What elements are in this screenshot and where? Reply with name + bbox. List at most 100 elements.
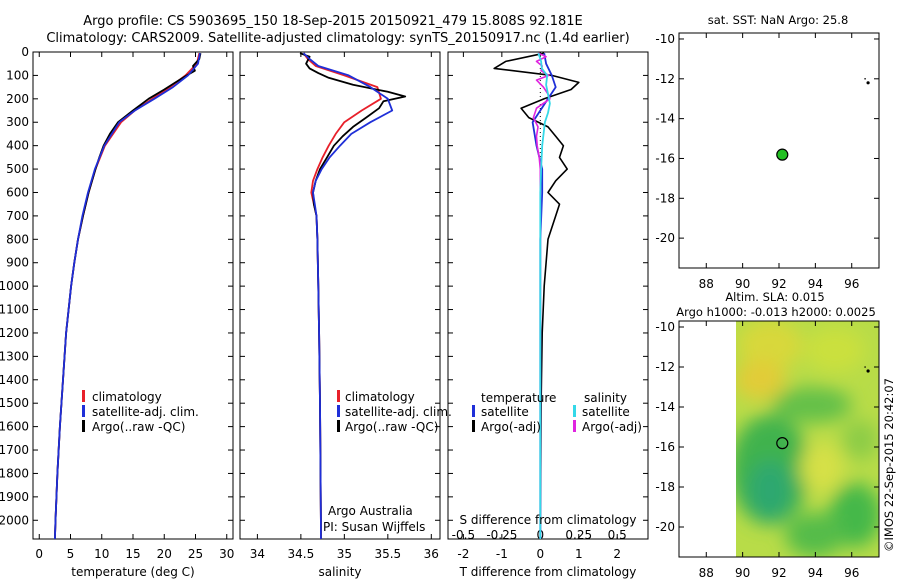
sla-map-title2: Argo h1000: -0.013 h2000: 0.0025: [676, 305, 876, 319]
legend-label: Argo(..raw -QC): [345, 420, 438, 434]
s-tick-label: -0.5: [452, 528, 475, 542]
sla-patch: [738, 321, 802, 370]
sal-climatology-line: [302, 52, 382, 539]
salinity-ticks: 34 34.5 35 35.5 36: [240, 51, 440, 561]
sal-argo-line: [299, 52, 407, 539]
sst-map-title: sat. SST: NaN Argo: 25.8: [708, 13, 849, 27]
y-tick-label: 1400: [0, 373, 29, 387]
legend-label: satellite: [582, 405, 630, 419]
x-tick-label: 2: [613, 547, 621, 561]
sla-patch: [805, 328, 865, 372]
map-y-tick-label: -14: [655, 112, 675, 126]
sla-patch: [785, 513, 845, 557]
temperature-legend: climatology satellite-adj. clim. Argo(..…: [82, 390, 199, 434]
x-tick-label: 34: [250, 547, 265, 561]
map-x-tick-label: 92: [771, 277, 786, 291]
salinity-series: [299, 52, 407, 539]
x-tick-label: 30: [219, 547, 234, 561]
x-tick-label: 5: [67, 547, 75, 561]
legend-label: climatology: [92, 390, 162, 404]
x-tick-label: 35: [337, 547, 352, 561]
island-marker: [864, 366, 866, 368]
map-x-tick-label: 96: [844, 566, 859, 580]
temperature-series: [54, 52, 202, 540]
map-y-tick-label: -10: [655, 32, 675, 46]
legend-head-salinity: salinity: [584, 391, 627, 405]
map-y-tick-label: -12: [655, 72, 675, 86]
y-tick-label: 200: [6, 92, 29, 106]
x-tick-label: 35.5: [374, 547, 401, 561]
x-tick-label: 1: [575, 547, 583, 561]
y-tick-label: 1900: [0, 490, 29, 504]
y-tick-label: 0: [21, 45, 29, 59]
legend-label: satellite-adj. clim.: [345, 405, 452, 419]
difference-legend: temperature salinity satellite Argo(-adj…: [472, 391, 642, 434]
sla-field: [736, 321, 879, 557]
x-tick-label: -2: [457, 547, 469, 561]
legend-head-temperature: temperature: [481, 391, 556, 405]
legend-swatch-argo: [82, 420, 85, 432]
sla-map-content: -10 -12 -14 -16 -18 -20 88 90 92 94 96: [655, 320, 879, 580]
legend-swatch-satellite: [337, 405, 340, 417]
legend-label: Argo(-adj): [582, 420, 642, 434]
map-x-tick-label: 90: [735, 566, 750, 580]
y-tick-label: 1300: [0, 349, 29, 363]
temp-climatology-line: [54, 52, 201, 540]
temp-argo-line: [54, 53, 202, 540]
legend-swatch-s-argo: [573, 420, 576, 432]
y-tick-label: 1600: [0, 420, 29, 434]
x-tick-label: 10: [94, 547, 109, 561]
y-tick-label: 1200: [0, 326, 29, 340]
y-tick-label: 1000: [0, 279, 29, 293]
sla-patch: [736, 360, 786, 400]
float-location-marker: [776, 148, 789, 161]
difference-series: [493, 52, 580, 539]
header-line1: Argo profile: CS 5903695_150 18-Sep-2015…: [83, 14, 583, 29]
sal-satellite-line: [302, 52, 394, 539]
sla-patch: [842, 420, 878, 460]
y-tick-label: 600: [6, 185, 29, 199]
diff-t-argo-line: [493, 52, 580, 539]
map-y-tick-label: -20: [655, 520, 675, 534]
legend-swatch-satellite: [82, 405, 85, 417]
salinity-xlabel: salinity: [318, 565, 361, 579]
map-x-tick-label: 92: [771, 566, 786, 580]
map-x-tick-label: 88: [699, 277, 714, 291]
y-tick-label: 500: [6, 162, 29, 176]
map-x-tick-label: 96: [844, 277, 859, 291]
timestamp-credit: ©IMOS 22-Sep-2015 20:42:07: [882, 378, 896, 552]
island-marker: [866, 81, 870, 85]
temp-satellite-line: [54, 53, 201, 540]
map-x-tick-label: 88: [699, 566, 714, 580]
salinity-legend: climatology satellite-adj. clim. Argo(..…: [337, 390, 452, 434]
x-tick-label: -1: [496, 547, 508, 561]
header-line2: Climatology: CARS2009. Satellite-adjuste…: [46, 31, 629, 46]
legend-swatch-argo: [337, 420, 340, 432]
difference-panel: -2 -1 0 1 2-0.5 -0.25 0 0.25 0.5 S difference fr…: [447, 51, 649, 579]
credit-line2: PI: Susan Wijffels: [323, 520, 425, 534]
legend-swatch-t-argo: [472, 420, 475, 432]
y-tick-label: 1700: [0, 443, 29, 457]
map-y-tick-label: -10: [655, 320, 675, 334]
sla-patches: [736, 321, 879, 557]
legend-label: climatology: [345, 390, 415, 404]
s-tick-label: 0.25: [565, 528, 592, 542]
x-tick-label: 34.5: [288, 547, 315, 561]
sla-map: Altim. SLA: 0.015 Argo h1000: -0.013 h20…: [655, 290, 880, 580]
s-tick-label: -0.25: [486, 528, 517, 542]
difference-ticks: -2 -1 0 1 2-0.5 -0.25 0 0.25 0.5: [448, 51, 648, 561]
temperature-panel: 0100200300400500600700800900100011001200…: [0, 45, 234, 579]
map-y-tick-label: -18: [655, 191, 675, 205]
sla-patch: [748, 460, 792, 520]
x-tick-label: 20: [157, 547, 172, 561]
float-location-marker: [776, 437, 789, 450]
map-y-tick-label: -18: [655, 480, 675, 494]
temperature-axes: [32, 51, 234, 540]
credit-line1: Argo Australia: [328, 504, 413, 518]
y-tick-label: 400: [6, 139, 29, 153]
legend-label: satellite: [481, 405, 529, 419]
map-y-tick-label: -20: [655, 231, 675, 245]
y-tick-label: 1500: [0, 396, 29, 410]
legend-label: satellite-adj. clim.: [92, 405, 199, 419]
